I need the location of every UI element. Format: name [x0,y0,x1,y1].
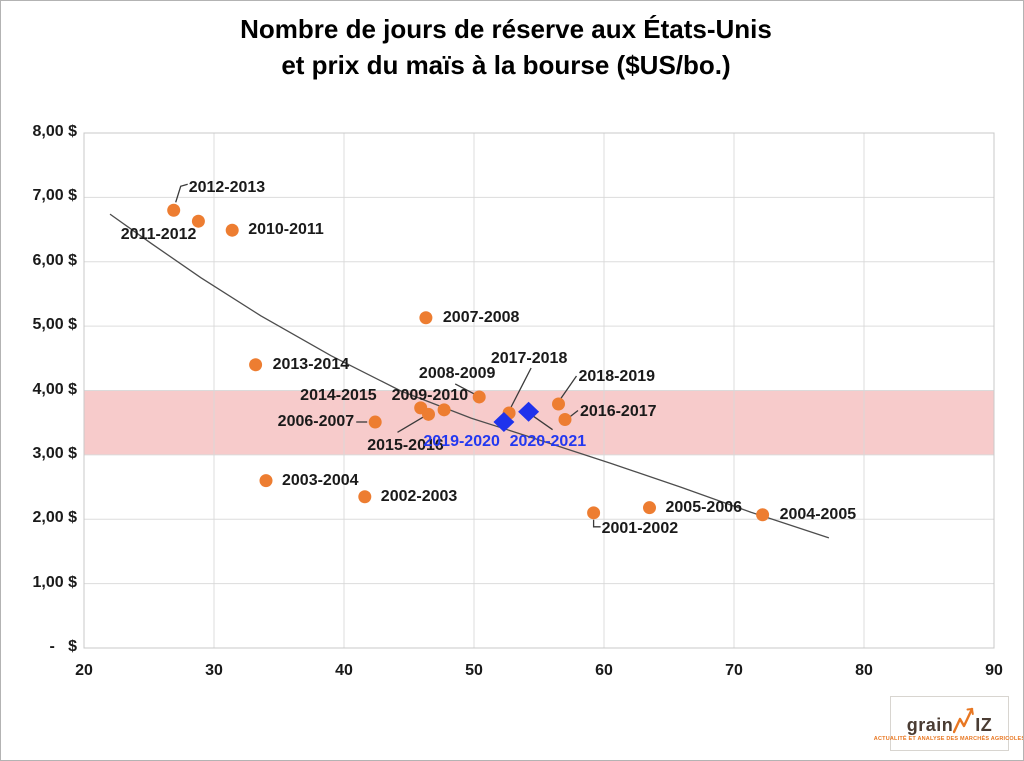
y-axis-tick-label: 7,00 $ [32,187,77,205]
logo-text-iz: IZ [975,714,993,735]
point-label-2017-2018: 2017-2018 [490,350,568,368]
highlight-band [84,390,994,455]
grainwiz-logo: grain IZ ACTUALITÉ ET ANALYSE DES MARCHÉ… [874,696,1023,751]
y-axis-tick-label: - $ [49,638,77,655]
point-label-2012-2013: 2012-2013 [188,179,266,197]
point-label-2007-2008: 2007-2008 [442,308,520,326]
data-point-2008-2009 [472,390,486,404]
data-point-2005-2006 [643,501,656,515]
data-point-2010-2011 [225,223,239,237]
point-label-2015-2016: 2015-2016 [367,437,444,455]
y-axis-tick-label: 6,00 $ [32,251,77,269]
x-axis-tick-label: 20 [75,662,93,679]
data-point-2019-2020 [493,412,515,433]
point-label-2013-2014: 2013-2014 [272,355,350,373]
point-label-2008-2009: 2008-2009 [418,364,496,382]
point-label-2011-2012: 2011-2012 [120,226,197,244]
x-axis-tick-label: 50 [465,662,483,679]
data-point-2020-2021 [518,401,540,422]
data-point-2007-2008 [419,311,433,325]
point-label-2004-2005: 2004-2005 [779,505,857,523]
y-axis-tick-label: 8,00 $ [32,123,77,140]
x-axis-tick-label: 40 [335,662,353,679]
data-point-2001-2002 [587,506,601,520]
x-axis-tick-label: 30 [205,662,223,679]
data-point-2006-2007 [368,415,382,429]
trendline [109,213,830,539]
x-axis-tick-label: 60 [595,662,613,679]
point-label-2001-2002: 2001-2002 [601,519,679,537]
label-leader-line [592,519,601,528]
y-axis-tick-label: 5,00 $ [32,316,77,334]
label-leader-line [559,375,578,400]
data-point-2004-2005 [756,508,770,522]
point-label-2018-2019: 2018-2019 [578,368,656,386]
plot-border [83,132,995,649]
chart-title: Nombre de jours de réserve aux États-Uni… [1,11,1011,83]
y-axis-tick-label: 2,00 $ [32,509,77,527]
data-point-2015-2016 [422,407,435,421]
data-point-2002-2003 [358,490,372,504]
point-label-2005-2006: 2005-2006 [665,498,743,516]
y-axis-tick-label: 1,00 $ [32,573,77,591]
label-leader-line [454,383,475,395]
point-label-2006-2007: 2006-2007 [277,413,355,431]
point-label-2009-2010: 2009-2010 [391,386,469,404]
y-axis-tick-label: 3,00 $ [32,444,77,462]
point-label-2014-2015: 2014-2015 [300,386,377,404]
point-label-2020-2021: 2020-2021 [509,432,587,450]
y-axis-tick-label: 4,00 $ [32,380,77,398]
label-leader-line [532,415,553,431]
grainwiz-logo-wordmark: grain IZ [907,706,993,734]
chart-title-line1: Nombre de jours de réserve aux États-Uni… [240,14,772,44]
data-point-2018-2019 [552,397,565,411]
point-label-2002-2003: 2002-2003 [380,487,458,505]
point-label-2003-2004: 2003-2004 [282,471,359,489]
chart-title-line2: et prix du maïs à la bourse ($US/bo.) [281,50,731,80]
label-leader-line [397,415,425,433]
x-axis-tick-label: 90 [985,662,1003,679]
point-label-2016-2017: 2016-2017 [580,403,657,421]
data-point-2003-2004 [259,474,273,488]
label-leader-line [175,183,188,203]
point-label-2019-2020: 2019-2020 [423,433,500,451]
data-point-2012-2013 [167,203,181,217]
x-axis-tick-label: 80 [855,662,873,679]
data-point-2013-2014 [249,358,263,372]
data-point-2009-2010 [437,403,451,417]
x-axis-tick-label: 70 [725,662,743,679]
label-leader-line [510,367,532,408]
logo-text-grain: grain [906,714,954,735]
point-label-2010-2011: 2010-2011 [248,221,324,239]
logo-zigzag-chart-icon [953,707,975,733]
data-point-2011-2012 [191,214,205,228]
logo-tagline: ACTUALITÉ ET ANALYSE DES MARCHÉS AGRICOL… [873,735,1024,742]
data-point-2016-2017 [558,412,572,426]
